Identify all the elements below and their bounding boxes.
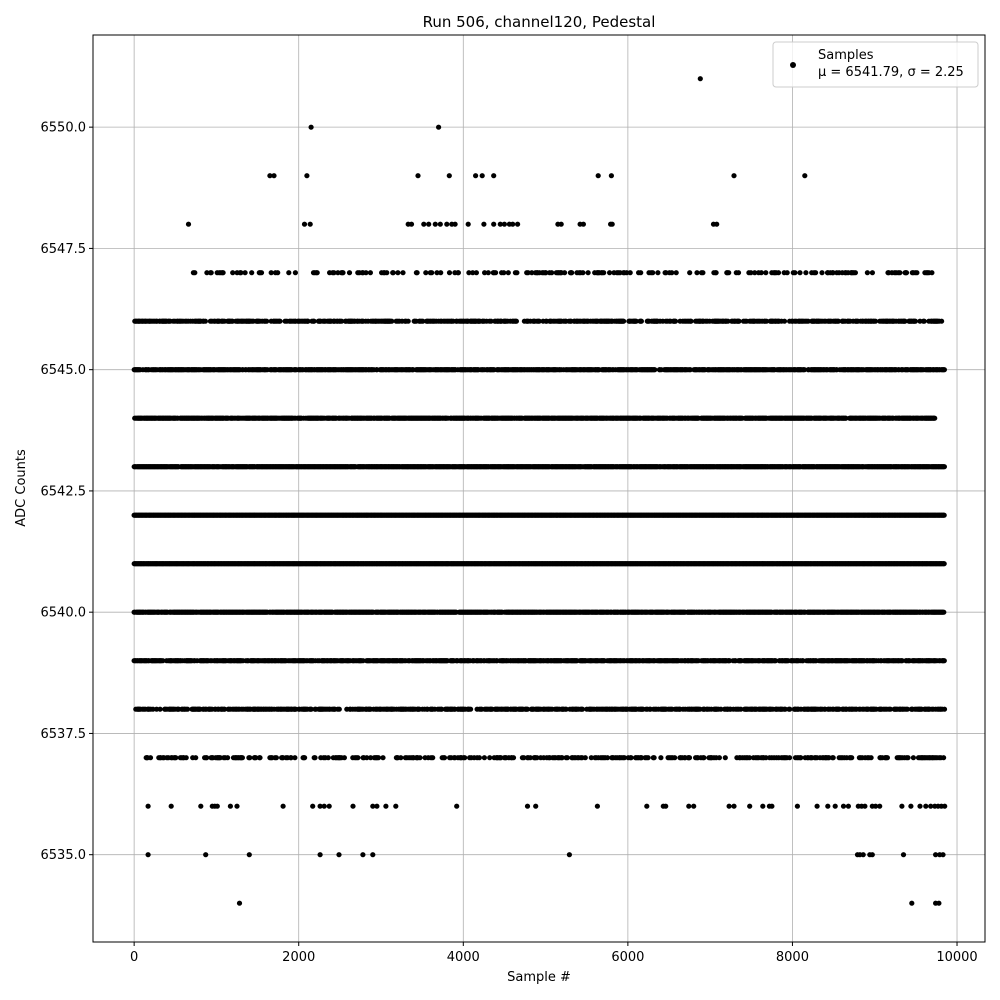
data-point (145, 852, 151, 858)
data-point (900, 852, 907, 858)
data-point (873, 803, 879, 809)
data-point (923, 803, 929, 809)
data-point (383, 803, 389, 809)
data-point (941, 609, 947, 615)
data-point (840, 803, 847, 809)
data-point (941, 658, 947, 664)
data-point (941, 512, 947, 518)
data-point (769, 803, 775, 809)
data-point (691, 803, 697, 809)
data-point (524, 803, 531, 809)
data-point (360, 852, 366, 858)
data-point (374, 803, 380, 809)
data-point (321, 803, 327, 809)
data-point (370, 852, 376, 858)
data-point (814, 803, 820, 809)
data-point (731, 803, 737, 809)
data-point (393, 803, 399, 809)
data-point (663, 803, 669, 809)
data-point (310, 803, 316, 809)
data-point (747, 803, 753, 809)
data-point (227, 803, 233, 809)
data-point (198, 803, 204, 809)
data-point (933, 852, 939, 858)
data-point (533, 803, 539, 809)
data-point (726, 803, 732, 809)
data-point (917, 803, 923, 809)
data-point (326, 803, 332, 809)
data-point (800, 658, 806, 664)
data-point (908, 803, 914, 809)
data-point (644, 803, 650, 809)
data-point (760, 803, 766, 809)
data-point (145, 803, 151, 809)
data-point (794, 803, 801, 809)
data-points (131, 76, 948, 906)
data-point (862, 803, 868, 809)
data-point (832, 803, 838, 809)
data-point (877, 803, 883, 809)
data-point (686, 803, 692, 809)
data-point (825, 803, 831, 809)
data-point (160, 658, 166, 664)
data-point (280, 803, 286, 809)
data-point (203, 852, 209, 858)
data-point (869, 852, 875, 858)
data-point (317, 852, 323, 858)
data-point (860, 852, 866, 858)
data-point (845, 803, 852, 809)
data-point (594, 803, 601, 809)
data-point (941, 561, 947, 567)
data-point (246, 852, 252, 858)
data-point (940, 852, 946, 858)
data-point (928, 803, 934, 809)
data-point (566, 852, 573, 858)
data-point (350, 803, 356, 809)
data-point (336, 852, 342, 858)
data-point (214, 803, 220, 809)
data-point (317, 803, 323, 809)
data-point (168, 803, 174, 809)
data-point (454, 803, 460, 809)
data-point (773, 658, 779, 664)
data-point (234, 803, 240, 809)
data-point (942, 803, 948, 809)
data-point (899, 803, 905, 809)
data-point (899, 658, 905, 664)
data-point (370, 803, 376, 809)
